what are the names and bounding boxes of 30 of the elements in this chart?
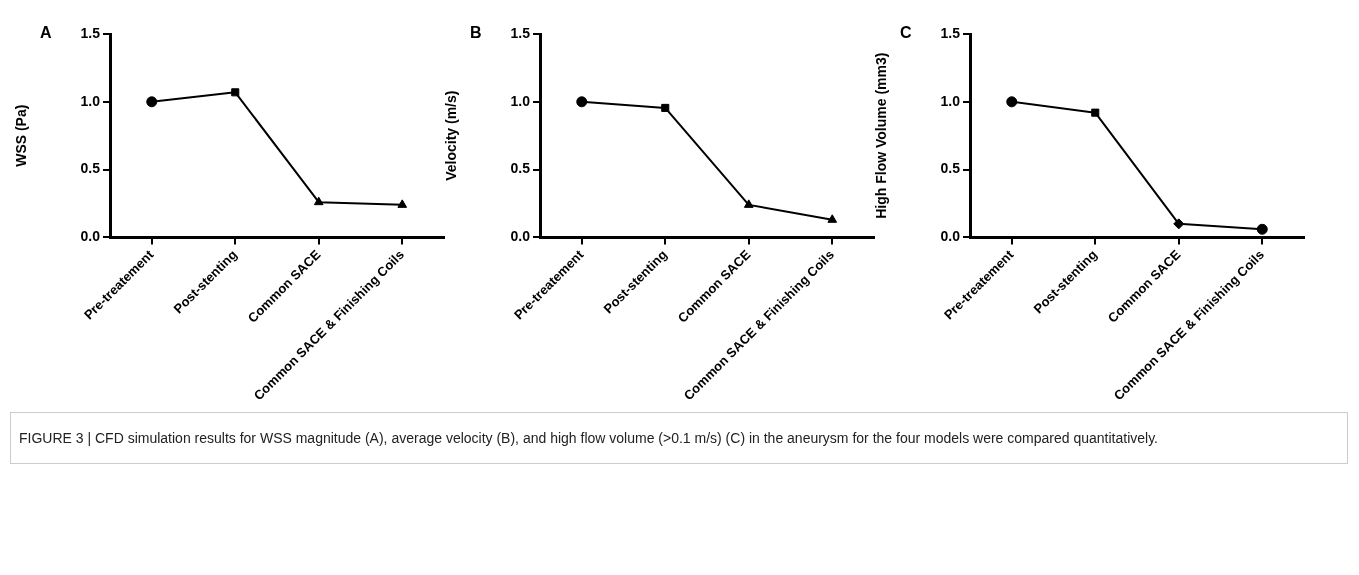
y-axis-title: High Flow Volume (mm3) (873, 52, 890, 219)
point (1173, 218, 1185, 230)
y-tick-label: 0.0 (80, 228, 101, 245)
point (576, 96, 588, 108)
y-tick-label: 1.0 (940, 92, 961, 109)
y-tick-label: 0.0 (510, 228, 531, 245)
y-tick-label: 0.5 (510, 160, 531, 177)
y-tick-label: 1.0 (80, 92, 101, 109)
point (1256, 223, 1268, 235)
point (313, 196, 324, 206)
y-tick-label: 1.5 (940, 24, 961, 41)
point (397, 199, 408, 208)
chart-title: A (40, 24, 52, 42)
point (1006, 96, 1018, 108)
point (146, 96, 158, 108)
y-tick-label: 0.5 (940, 160, 961, 177)
point (231, 88, 240, 97)
y-tick-label: 1.0 (510, 92, 531, 109)
point (743, 199, 754, 208)
y-tick-label: 0.0 (940, 228, 961, 245)
y-tick-label: 0.5 (80, 160, 101, 177)
y-tick-label: 1.5 (80, 24, 101, 41)
point (661, 103, 670, 112)
y-axis-title: WSS (Pa) (13, 104, 30, 167)
y-axis-title: Velocity (m/s) (443, 90, 460, 181)
point (827, 214, 838, 223)
chart-title: C (900, 24, 912, 42)
chart-title: B (470, 24, 482, 42)
y-tick-label: 1.5 (510, 24, 531, 41)
caption: FIGURE 3 | CFD simulation results for WSS magnitude (A), average velocity (B), and high flow volume (>0.1 m/s) (C) in the aneurysm for the four models were compared quantitatively. (10, 412, 1348, 464)
